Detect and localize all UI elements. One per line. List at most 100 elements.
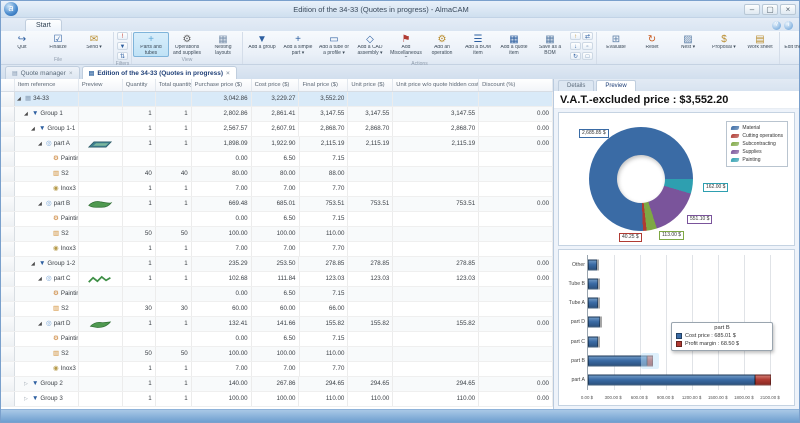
table-row-painting-16[interactable]: ⚙Painting0.006.507.15 (1, 332, 553, 347)
doc-tab-quote-manager[interactable]: ▤Quote manager× (5, 66, 80, 79)
table-row-34-33-0[interactable]: ◢▦34-333,042.863,229.273,552.20 (1, 92, 553, 107)
mini-button-1[interactable]: ▼ (117, 42, 128, 50)
column-header-unit-price-w-o-quote-hidden-costs[interactable]: Unit price w/o quote hidden costs ... (393, 79, 479, 91)
cost-price-bar[interactable] (588, 336, 598, 347)
collapse-icon[interactable]: ◢ (31, 257, 37, 271)
evaluate-button[interactable]: ⊞Evaluate (598, 32, 634, 57)
row-gutter[interactable] (1, 392, 15, 406)
row-gutter[interactable] (1, 152, 15, 166)
cost-price-bar[interactable] (588, 259, 597, 270)
row-gutter[interactable] (1, 197, 15, 211)
add-a-quote-item-button[interactable]: ▦Add a quote item (496, 32, 532, 61)
cost-price-bar[interactable] (588, 356, 647, 367)
mini-button-2[interactable]: ↻ (570, 52, 581, 60)
profit-margin-bar[interactable] (600, 317, 602, 328)
table-row-group-2-19[interactable]: ▷▼Group 211140.00267.86294.65294.65294.6… (1, 377, 553, 392)
collapse-icon[interactable]: ◢ (38, 272, 44, 286)
add-miscellaneous-button[interactable]: ⚑Add Miscellaneous ▾ (388, 32, 424, 61)
row-gutter[interactable] (1, 182, 15, 196)
profit-margin-bar[interactable] (598, 336, 600, 347)
save-as-a-bom-button[interactable]: ▦Save as a BOM (532, 32, 568, 61)
mini-button-2[interactable]: ⇅ (117, 52, 128, 60)
add-a-cad-assembly-button[interactable]: ◇Add a CAD assembly ▾ (352, 32, 388, 61)
add-an-operation-button[interactable]: ⚙Add an operation (424, 32, 460, 61)
collapse-icon[interactable]: ◢ (24, 107, 30, 121)
mini-button-3[interactable]: ⇄ (582, 32, 593, 40)
row-gutter[interactable] (1, 302, 15, 316)
expand-icon[interactable]: ▷ (24, 392, 30, 406)
minimize-button[interactable]: – (744, 4, 760, 15)
mini-button-0[interactable]: ! (117, 32, 128, 40)
collapse-icon[interactable]: ◢ (38, 197, 44, 211)
table-row-inox3-10[interactable]: ◉Inox3117.007.007.70 (1, 242, 553, 257)
row-gutter[interactable] (1, 137, 15, 151)
column-header-purchase-price[interactable]: Purchase price ($) (192, 79, 252, 91)
row-gutter[interactable] (1, 257, 15, 271)
row-gutter[interactable] (1, 242, 15, 256)
close-tab-icon[interactable]: × (226, 70, 230, 77)
doc-tab-edition-of-the-34-33-quotes-in-progress[interactable]: ▤Edition of the 34-33 (Quotes in progres… (82, 66, 237, 79)
parts-and-tubes-button[interactable]: +Parts and tubes (133, 32, 169, 57)
table-row-part-a-3[interactable]: ◢◎part A111,898.091,922.902,115.192,115.… (1, 137, 553, 152)
close-tab-icon[interactable]: × (69, 70, 73, 77)
row-gutter[interactable] (1, 317, 15, 331)
row-gutter[interactable] (1, 167, 15, 181)
quit-button[interactable]: ↪Quit (4, 32, 40, 57)
reset-button[interactable]: ↻Reset (634, 32, 670, 57)
column-header-item-reference[interactable]: Item reference (15, 79, 79, 91)
work-sheet-button[interactable]: ▤Work sheet (742, 32, 778, 57)
proposal-button[interactable]: $Proposal ▾ (706, 32, 742, 57)
row-gutter[interactable] (1, 122, 15, 136)
table-row-painting-8[interactable]: ⚙Painting0.006.507.15 (1, 212, 553, 227)
row-gutter[interactable] (1, 377, 15, 391)
nesting-layouts-button[interactable]: ▦Nesting layouts (205, 32, 241, 57)
row-gutter[interactable] (1, 347, 15, 361)
table-row-painting-13[interactable]: ⚙Painting0.006.507.15 (1, 287, 553, 302)
add-a-group-button[interactable]: ▼Add a group (244, 32, 280, 61)
column-header-quantity[interactable]: Quantity (123, 79, 156, 91)
profit-margin-bar[interactable] (597, 259, 599, 270)
edit-the-part-machining-button[interactable]: ◎Edit the part machining (781, 32, 800, 57)
close-button[interactable]: × (780, 4, 796, 15)
tab-details[interactable]: Details (558, 80, 594, 91)
table-row-painting-4[interactable]: ⚙Painting0.006.507.15 (1, 152, 553, 167)
table-row-group-1-1[interactable]: ◢▼Group 1112,802.862,861.413,147.553,147… (1, 107, 553, 122)
row-gutter[interactable] (1, 362, 15, 376)
table-row-part-b-7[interactable]: ◢◎part B11669.48685.01753.51753.51753.51… (1, 197, 553, 212)
column-header-discount[interactable]: Discount (%) (479, 79, 553, 91)
ribbon-tab-start[interactable]: Start (25, 19, 62, 31)
cost-price-bar[interactable] (588, 375, 755, 386)
help-icon[interactable]: ? (772, 21, 781, 30)
table-row-part-d-15[interactable]: ◢◎part D11132.41141.66155.82155.82155.82… (1, 317, 553, 332)
table-row-s2-14[interactable]: ▥S2303060.0060.0066.00 (1, 302, 553, 317)
cost-price-bar[interactable] (588, 317, 600, 328)
maximize-button[interactable]: ▢ (762, 4, 778, 15)
table-row-group-3-20[interactable]: ▷▼Group 311100.00100.00110.00110.00110.0… (1, 392, 553, 407)
mini-button-5[interactable]: □ (582, 52, 593, 60)
row-gutter[interactable] (1, 272, 15, 286)
profit-margin-bar[interactable] (598, 278, 600, 289)
row-gutter[interactable] (1, 227, 15, 241)
collapse-icon[interactable]: ◢ (38, 137, 44, 151)
mini-button-0[interactable]: ↑ (570, 32, 581, 40)
cost-price-bar[interactable] (588, 278, 598, 289)
table-row-inox3-6[interactable]: ◉Inox3117.007.007.70 (1, 182, 553, 197)
table-row-s2-9[interactable]: ▥S25050100.00100.00110.00 (1, 227, 553, 242)
operations-and-supplies-button[interactable]: ⚙Operations and supplies (169, 32, 205, 57)
add-a-tube-or-a-profile-button[interactable]: ▭Add a tube or a profile ▾ (316, 32, 352, 61)
cost-price-bar[interactable] (588, 298, 598, 309)
collapse-icon[interactable]: ◢ (38, 317, 44, 331)
row-gutter[interactable] (1, 92, 15, 106)
row-gutter[interactable] (1, 107, 15, 121)
info-icon[interactable]: i (784, 21, 793, 30)
nest-button[interactable]: ▨Nest ▾ (670, 32, 706, 57)
profit-margin-bar[interactable] (755, 375, 772, 386)
column-header-preview[interactable]: Preview (79, 79, 123, 91)
collapse-icon[interactable]: ◢ (17, 92, 23, 106)
table-row-s2-5[interactable]: ▥S2404080.0080.0088.00 (1, 167, 553, 182)
column-header-unit-price[interactable]: Unit price ($) (348, 79, 393, 91)
table-row-inox3-18[interactable]: ◉Inox3117.007.007.70 (1, 362, 553, 377)
add-a-bom-item-button[interactable]: ☰Add a BOM item (460, 32, 496, 61)
mini-button-4[interactable]: ▫ (582, 42, 593, 50)
table-row-s2-17[interactable]: ▥S25050100.00100.00110.00 (1, 347, 553, 362)
